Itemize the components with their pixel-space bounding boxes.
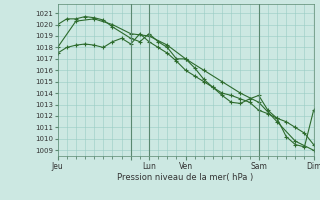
X-axis label: Pression niveau de la mer( hPa ): Pression niveau de la mer( hPa ): [117, 173, 254, 182]
